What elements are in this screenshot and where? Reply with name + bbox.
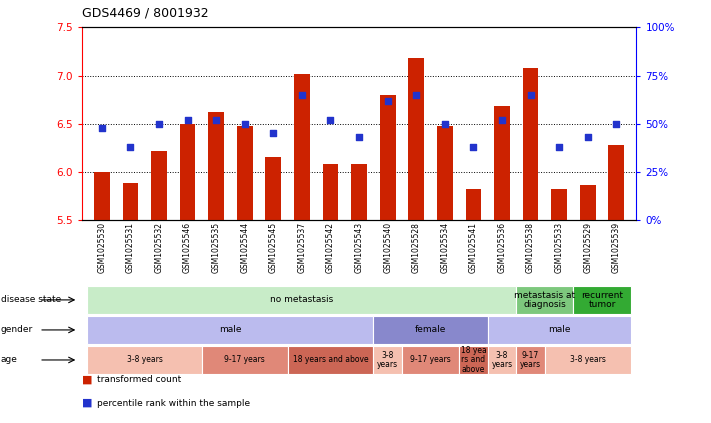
Text: GSM1025533: GSM1025533 <box>555 222 564 273</box>
Text: GSM1025541: GSM1025541 <box>469 222 478 273</box>
Text: 3-8
years: 3-8 years <box>491 351 513 369</box>
Point <box>611 121 622 127</box>
Text: GSM1025534: GSM1025534 <box>440 222 449 273</box>
Bar <box>122 184 138 220</box>
Point <box>353 134 365 140</box>
Point <box>439 121 451 127</box>
Bar <box>294 74 310 220</box>
Text: GSM1025531: GSM1025531 <box>126 222 135 273</box>
Bar <box>551 189 567 220</box>
Text: GSM1025536: GSM1025536 <box>498 222 506 273</box>
Point <box>582 134 594 140</box>
Text: 18 years and above: 18 years and above <box>293 355 368 365</box>
Bar <box>380 95 395 220</box>
Point <box>382 97 393 104</box>
Text: GSM1025537: GSM1025537 <box>297 222 306 273</box>
Text: GSM1025530: GSM1025530 <box>97 222 106 273</box>
Point <box>267 130 279 137</box>
Bar <box>523 68 538 220</box>
Point <box>468 143 479 150</box>
Text: 18 yea
rs and
above: 18 yea rs and above <box>461 346 486 374</box>
Text: GSM1025546: GSM1025546 <box>183 222 192 273</box>
Text: 9-17
years: 9-17 years <box>520 351 541 369</box>
Bar <box>408 58 424 220</box>
Point <box>96 124 107 131</box>
Text: transformed count: transformed count <box>97 375 181 385</box>
Point <box>296 91 308 98</box>
Point <box>525 91 536 98</box>
Text: GSM1025529: GSM1025529 <box>583 222 592 273</box>
Point <box>553 143 565 150</box>
Point <box>154 121 165 127</box>
Bar <box>208 112 224 220</box>
Text: GSM1025528: GSM1025528 <box>412 222 421 273</box>
Text: metastasis at
diagnosis: metastasis at diagnosis <box>514 291 575 309</box>
Text: GSM1025535: GSM1025535 <box>212 222 220 273</box>
Text: recurrent
tumor: recurrent tumor <box>581 291 623 309</box>
Bar <box>94 172 109 220</box>
Bar <box>180 124 196 220</box>
Text: disease state: disease state <box>1 295 61 305</box>
Point <box>210 116 222 123</box>
Text: male: male <box>548 325 570 335</box>
Text: 3-8 years: 3-8 years <box>570 355 606 365</box>
Text: ■: ■ <box>82 398 92 408</box>
Text: female: female <box>415 325 447 335</box>
Text: GSM1025540: GSM1025540 <box>383 222 392 273</box>
Bar <box>437 126 453 220</box>
Bar <box>580 185 596 220</box>
Text: GSM1025544: GSM1025544 <box>240 222 250 273</box>
Bar <box>351 164 367 220</box>
Text: 9-17 years: 9-17 years <box>410 355 451 365</box>
Point <box>239 121 250 127</box>
Bar <box>323 164 338 220</box>
Text: GSM1025532: GSM1025532 <box>154 222 164 273</box>
Text: male: male <box>219 325 242 335</box>
Text: 9-17 years: 9-17 years <box>225 355 265 365</box>
Point <box>182 116 193 123</box>
Text: GSM1025538: GSM1025538 <box>526 222 535 273</box>
Text: ■: ■ <box>82 375 92 385</box>
Point <box>496 116 508 123</box>
Point <box>325 116 336 123</box>
Text: age: age <box>1 355 18 365</box>
Text: 3-8
years: 3-8 years <box>377 351 398 369</box>
Bar <box>265 157 281 220</box>
Text: GSM1025539: GSM1025539 <box>612 222 621 273</box>
Bar <box>151 151 167 220</box>
Bar <box>237 126 252 220</box>
Point <box>410 91 422 98</box>
Text: GSM1025545: GSM1025545 <box>269 222 278 273</box>
Text: 3-8 years: 3-8 years <box>127 355 163 365</box>
Point <box>124 143 136 150</box>
Text: GSM1025543: GSM1025543 <box>355 222 363 273</box>
Bar <box>494 107 510 220</box>
Text: no metastasis: no metastasis <box>270 295 333 305</box>
Bar <box>466 189 481 220</box>
Text: gender: gender <box>1 325 33 335</box>
Text: percentile rank within the sample: percentile rank within the sample <box>97 398 250 408</box>
Bar <box>609 145 624 220</box>
Text: GSM1025542: GSM1025542 <box>326 222 335 273</box>
Text: GDS4469 / 8001932: GDS4469 / 8001932 <box>82 6 208 19</box>
